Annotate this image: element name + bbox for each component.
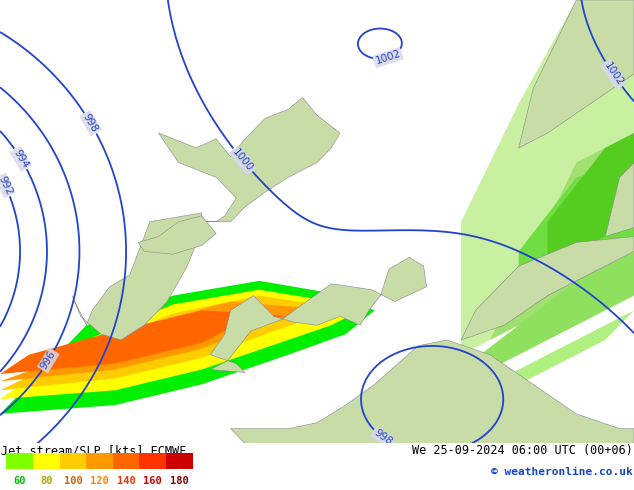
Polygon shape — [231, 340, 634, 443]
Text: 1000: 1000 — [231, 147, 255, 173]
Polygon shape — [461, 237, 634, 340]
Bar — [60, 453, 86, 469]
Polygon shape — [0, 311, 288, 374]
Text: 100: 100 — [63, 476, 82, 486]
Text: 180: 180 — [170, 476, 189, 486]
Polygon shape — [158, 98, 340, 221]
Text: 140: 140 — [117, 476, 136, 486]
Bar — [166, 453, 193, 469]
Polygon shape — [0, 290, 360, 399]
Bar — [33, 453, 60, 469]
Bar — [86, 453, 113, 469]
Text: 60: 60 — [13, 476, 26, 486]
Bar — [6, 453, 33, 469]
Text: 1002: 1002 — [374, 49, 402, 66]
Polygon shape — [403, 251, 634, 405]
Polygon shape — [0, 295, 346, 390]
Polygon shape — [519, 0, 634, 148]
Polygon shape — [490, 133, 634, 340]
Text: 996: 996 — [39, 349, 58, 371]
Text: 120: 120 — [90, 476, 109, 486]
Polygon shape — [210, 257, 427, 372]
Polygon shape — [548, 133, 634, 266]
Text: 1002: 1002 — [602, 60, 624, 88]
Polygon shape — [375, 311, 634, 414]
Text: Jet stream/SLP [kts] ECMWF: Jet stream/SLP [kts] ECMWF — [1, 444, 186, 457]
Polygon shape — [0, 281, 375, 414]
Bar — [113, 453, 139, 469]
Polygon shape — [605, 163, 634, 237]
Polygon shape — [138, 216, 216, 254]
Polygon shape — [72, 213, 202, 340]
Polygon shape — [519, 163, 634, 311]
Text: 998: 998 — [81, 112, 100, 134]
Text: 994: 994 — [11, 147, 30, 170]
Text: © weatheronline.co.uk: © weatheronline.co.uk — [491, 466, 633, 477]
Text: 160: 160 — [143, 476, 162, 486]
Text: 80: 80 — [40, 476, 53, 486]
Text: We 25-09-2024 06:00 UTC (00+06): We 25-09-2024 06:00 UTC (00+06) — [412, 444, 633, 457]
Polygon shape — [0, 301, 332, 381]
Polygon shape — [461, 0, 634, 355]
Text: 992: 992 — [0, 174, 14, 196]
Bar — [139, 453, 166, 469]
Text: 998: 998 — [372, 428, 394, 447]
